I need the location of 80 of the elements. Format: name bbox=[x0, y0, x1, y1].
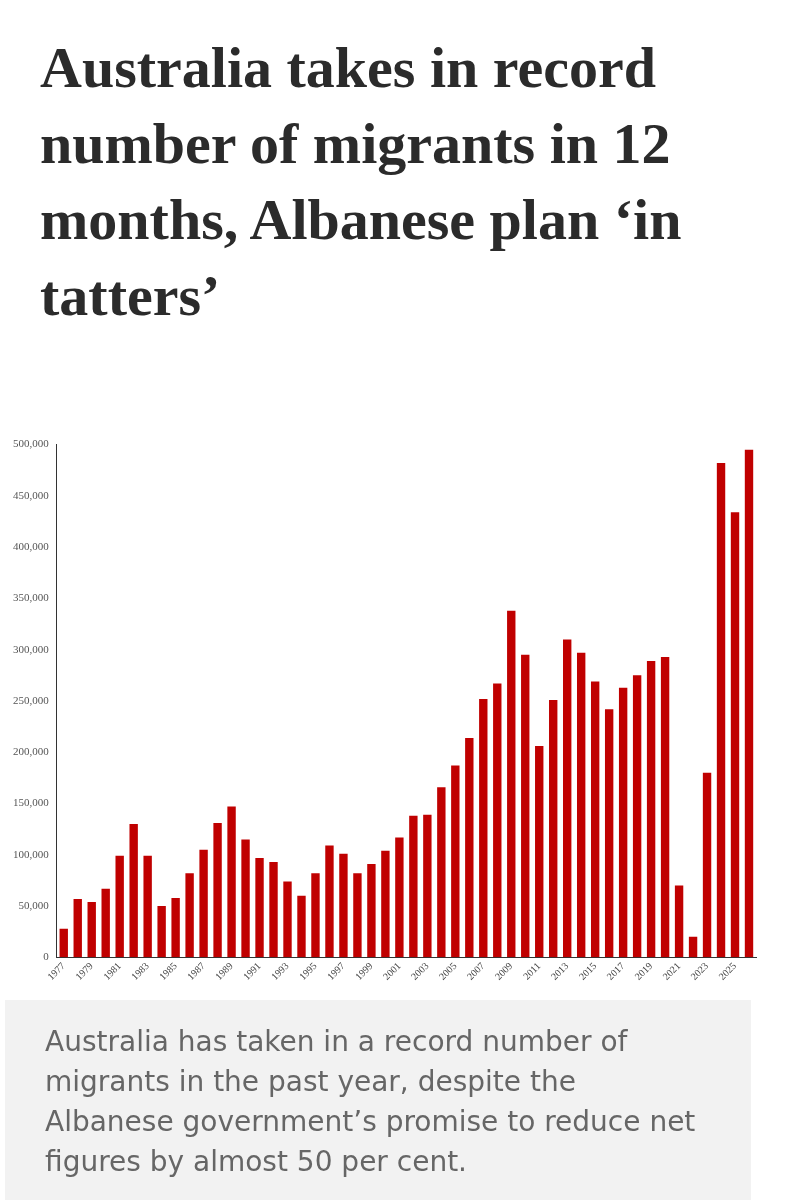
bar bbox=[479, 698, 488, 958]
bar bbox=[674, 885, 684, 958]
bar bbox=[227, 806, 236, 958]
bar bbox=[702, 772, 712, 958]
x-tick-label: 2003 bbox=[408, 960, 431, 983]
bar bbox=[59, 928, 68, 958]
x-tick-label: 2009 bbox=[492, 960, 515, 983]
y-tick-label: 400,000 bbox=[13, 540, 50, 553]
text: Australia has taken in a record number of migrants in the past year, despite the Albanese government’s promise to reduce net figures by almost 50 per cent. bbox=[5, 1000, 751, 1200]
y-tick-label: 350,000 bbox=[13, 591, 50, 604]
bar bbox=[632, 675, 642, 958]
x-tick-label: 2019 bbox=[632, 960, 655, 983]
bar bbox=[185, 873, 194, 958]
bar bbox=[157, 906, 166, 958]
x-tick-label: 2023 bbox=[688, 960, 711, 983]
bar bbox=[660, 656, 670, 958]
bar bbox=[353, 873, 362, 958]
bar bbox=[367, 864, 376, 958]
x-tick-label: 2021 bbox=[660, 960, 683, 983]
bar bbox=[409, 815, 418, 958]
bar bbox=[730, 512, 740, 958]
bar bbox=[688, 936, 698, 958]
bar bbox=[199, 849, 208, 958]
bar bbox=[618, 687, 628, 958]
bar bbox=[297, 895, 306, 958]
y-tick-label: 450,000 bbox=[13, 488, 50, 501]
bar bbox=[507, 610, 516, 958]
bar bbox=[129, 824, 138, 958]
bar bbox=[535, 746, 544, 958]
bar bbox=[255, 857, 264, 958]
bar bbox=[143, 855, 152, 958]
y-tick-label: 500,000 bbox=[13, 437, 50, 450]
bar bbox=[646, 660, 656, 958]
x-tick-label: 1989 bbox=[212, 960, 235, 983]
bar bbox=[493, 683, 502, 958]
bar bbox=[423, 814, 432, 958]
bar bbox=[744, 449, 754, 958]
y-tick-label: 250,000 bbox=[13, 693, 50, 706]
x-tick-label: 1991 bbox=[240, 960, 263, 983]
bar bbox=[241, 839, 250, 958]
bar bbox=[115, 855, 124, 958]
y-tick-label: 0 bbox=[43, 950, 50, 963]
bar bbox=[465, 737, 474, 958]
bar bbox=[213, 823, 222, 958]
bar bbox=[171, 897, 180, 958]
bar bbox=[269, 862, 278, 958]
bar bbox=[395, 837, 404, 958]
bar bbox=[311, 873, 320, 958]
bar bbox=[339, 853, 348, 958]
x-tick-label: 2001 bbox=[380, 960, 403, 983]
x-tick-label: 2011 bbox=[520, 960, 543, 982]
chart-title: Australia takes in record number of migrants in 12 months, Albanese plan ‘in tatters’ bbox=[40, 34, 683, 330]
x-tick-label: 1995 bbox=[296, 960, 319, 983]
x-tick-label: 1979 bbox=[73, 960, 95, 983]
bar bbox=[521, 654, 530, 958]
bar bbox=[590, 681, 600, 958]
x-tick-label: 1981 bbox=[101, 960, 123, 983]
bar bbox=[437, 787, 446, 958]
bar bbox=[325, 845, 334, 958]
bar bbox=[549, 699, 558, 958]
bar bbox=[73, 898, 82, 958]
y-tick-label: 50,000 bbox=[18, 898, 50, 911]
bar bbox=[283, 881, 292, 958]
bar bbox=[576, 652, 586, 958]
bar bbox=[451, 765, 460, 958]
x-tick-label: 1999 bbox=[352, 960, 375, 983]
x-tick-label: 1993 bbox=[268, 960, 291, 983]
bar bbox=[381, 850, 390, 958]
x-tick-label: 2005 bbox=[436, 960, 459, 983]
y-tick-label: 300,000 bbox=[13, 642, 50, 655]
bar bbox=[87, 901, 96, 958]
x-tick-label: 1983 bbox=[129, 960, 151, 983]
bar bbox=[101, 888, 110, 958]
bar bbox=[716, 463, 726, 958]
bar bbox=[604, 709, 614, 958]
bar bbox=[563, 639, 572, 958]
x-tick-label: 2013 bbox=[548, 960, 571, 983]
y-tick-label: 200,000 bbox=[13, 745, 50, 758]
y-tick-label: 100,000 bbox=[13, 847, 50, 860]
y-tick-label: 150,000 bbox=[13, 796, 50, 809]
